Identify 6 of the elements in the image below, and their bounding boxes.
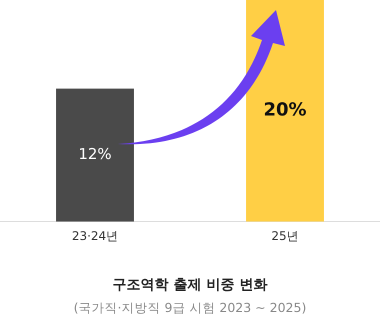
text: 구조역학 출제 비중 변화: [112, 276, 268, 294]
data-label: 20%: [263, 99, 307, 120]
text: (국가직·지방직 9급 시험 2023 ~ 2025): [72, 300, 308, 317]
x-tick-label: 25년: [271, 228, 299, 243]
data-label: 12%: [78, 145, 112, 164]
x-tick-label: 23·24년: [72, 228, 118, 243]
